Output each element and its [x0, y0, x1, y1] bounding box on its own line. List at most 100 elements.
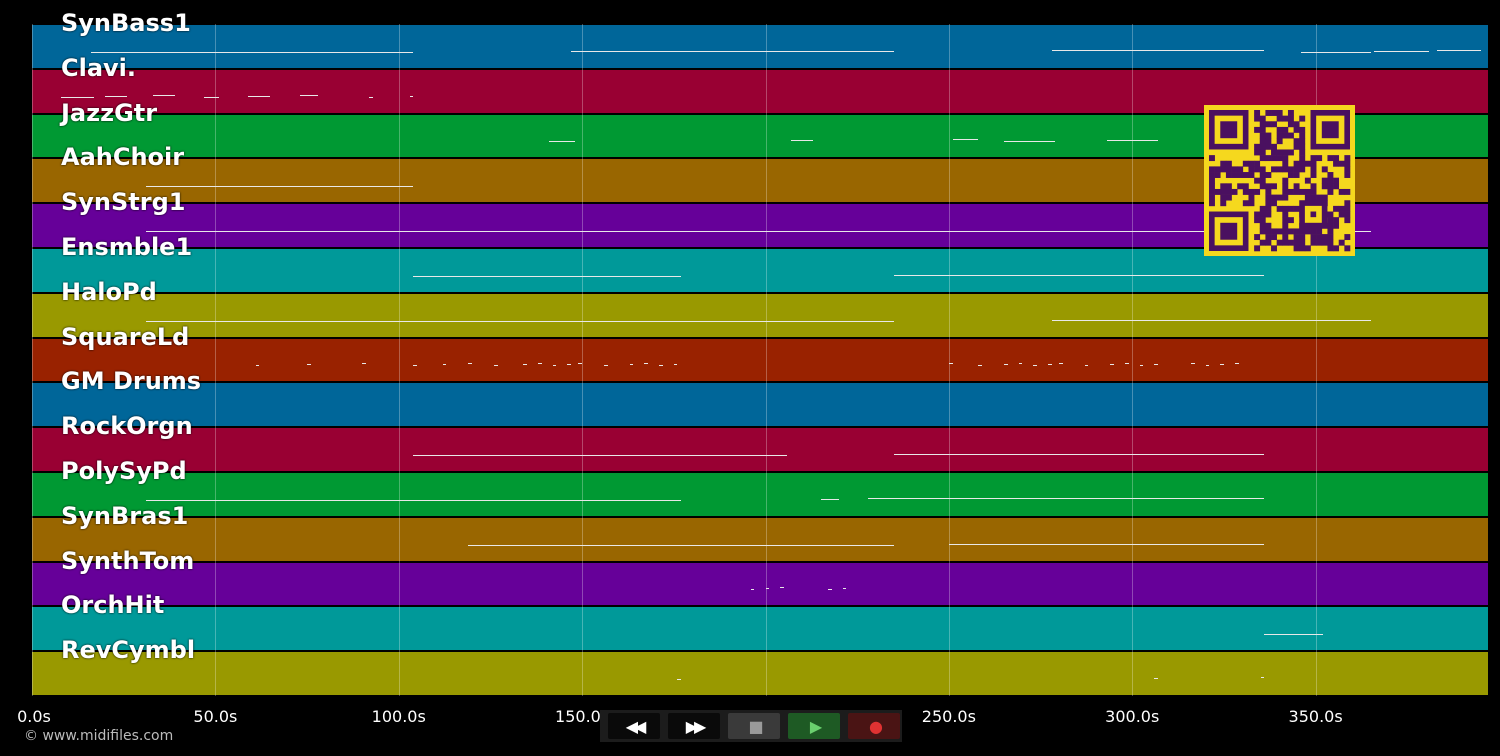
note-bar	[1205, 365, 1210, 367]
time-tick-label: 350.0s	[1288, 707, 1343, 726]
record-icon: ●	[869, 716, 883, 736]
note-bar	[893, 453, 1265, 455]
gridline	[582, 24, 584, 696]
note-bar	[538, 363, 542, 365]
note-bar	[948, 543, 1265, 545]
note-bar	[659, 365, 663, 367]
time-tick-label: 300.0s	[1105, 707, 1160, 726]
note-bar	[61, 96, 95, 98]
gridline	[765, 24, 767, 696]
rewind-icon: ◀◀	[625, 716, 647, 736]
note-bar	[1051, 319, 1371, 321]
note-bar	[307, 364, 311, 366]
note-bar	[145, 499, 682, 501]
note-bar	[1154, 364, 1158, 366]
track-lane-gm-drums	[32, 383, 1488, 427]
track-label: JazzGtr	[61, 98, 158, 127]
gridline	[32, 24, 33, 696]
note-bar	[1058, 363, 1063, 365]
fast-forward-button[interactable]: ▶▶	[668, 713, 720, 739]
note-bar	[1018, 363, 1023, 365]
play-icon: ▶	[809, 716, 822, 736]
time-tick-label: 50.0s	[193, 707, 238, 726]
note-bar	[1124, 363, 1129, 365]
note-bar	[145, 230, 1371, 232]
gridline	[398, 24, 400, 696]
note-bar	[1033, 365, 1037, 367]
note-bar	[629, 364, 634, 366]
track-lane-synthtom	[32, 562, 1488, 606]
note-bar	[978, 365, 982, 367]
record-button[interactable]: ●	[848, 713, 900, 739]
note-bar	[1047, 364, 1052, 366]
note-bar	[1003, 141, 1056, 143]
note-bar	[578, 363, 583, 365]
note-bar	[765, 588, 770, 590]
note-bar	[442, 364, 447, 366]
track-label: Clavi.	[61, 53, 137, 82]
track-label: SynBass1	[61, 9, 191, 37]
time-tick-label: 150.0s	[555, 707, 610, 726]
note-bar	[952, 139, 979, 141]
track-label: OrchHit	[61, 591, 165, 620]
note-bar	[1139, 365, 1144, 367]
note-bar	[413, 275, 682, 277]
track-lane-halopd	[32, 293, 1488, 337]
track-label: HaloPd	[61, 277, 157, 306]
note-bar	[1300, 51, 1371, 53]
note-bar	[1051, 49, 1265, 51]
note-bar	[105, 95, 128, 97]
time-tick-label: 250.0s	[921, 707, 976, 726]
note-bar	[1084, 365, 1089, 367]
note-bar	[153, 94, 176, 96]
rewind-button[interactable]: ◀◀	[608, 713, 660, 739]
track-label: SquareLd	[61, 322, 190, 351]
time-tick-label: 0.0s	[17, 707, 51, 726]
stop-button[interactable]: ■	[728, 713, 780, 739]
note-bar	[948, 363, 953, 365]
track-label: Ensmble1	[61, 233, 193, 261]
note-bar	[780, 587, 784, 589]
note-bar	[299, 94, 319, 96]
note-bar	[1154, 677, 1158, 679]
note-bar	[571, 50, 894, 52]
track-lane-rockorgn	[32, 428, 1488, 471]
note-bar	[677, 678, 682, 680]
play-button[interactable]: ▶	[788, 713, 840, 739]
track-lane-squareld	[32, 338, 1488, 382]
note-bar	[204, 96, 220, 98]
track-lane-synbras1	[32, 517, 1488, 561]
note-bar	[413, 454, 788, 456]
note-bar	[552, 365, 557, 367]
track-label: RevCymbl	[61, 636, 196, 665]
note-bar	[1220, 364, 1224, 366]
note-bar	[468, 363, 473, 365]
track-label: SynStrg1	[61, 188, 186, 217]
note-bar	[549, 141, 575, 143]
track-label: SynthTom	[61, 546, 195, 575]
track-label: AahChoir	[61, 143, 185, 172]
note-bar	[750, 589, 755, 591]
track-lane-polysypd	[32, 473, 1488, 516]
note-bar	[369, 96, 374, 98]
note-bar	[842, 588, 847, 590]
gridline	[948, 24, 950, 696]
note-bar	[868, 497, 1265, 499]
track-lane-ensmble1	[32, 249, 1488, 292]
note-bar	[145, 320, 894, 322]
note-bar	[362, 363, 366, 365]
track-lane-revcymbl	[32, 652, 1488, 695]
note-bar	[1190, 363, 1195, 365]
note-bar	[567, 364, 572, 366]
fast-forward-icon: ▶▶	[685, 716, 707, 736]
note-bar	[468, 544, 894, 546]
note-bar	[255, 365, 260, 367]
note-bar	[1106, 140, 1158, 142]
note-bar	[791, 140, 814, 142]
note-bar	[413, 365, 418, 367]
track-label: RockOrgn	[61, 412, 193, 441]
note-bar	[827, 589, 832, 591]
note-bar	[893, 274, 1265, 276]
track-label: PolySyPd	[61, 457, 187, 485]
